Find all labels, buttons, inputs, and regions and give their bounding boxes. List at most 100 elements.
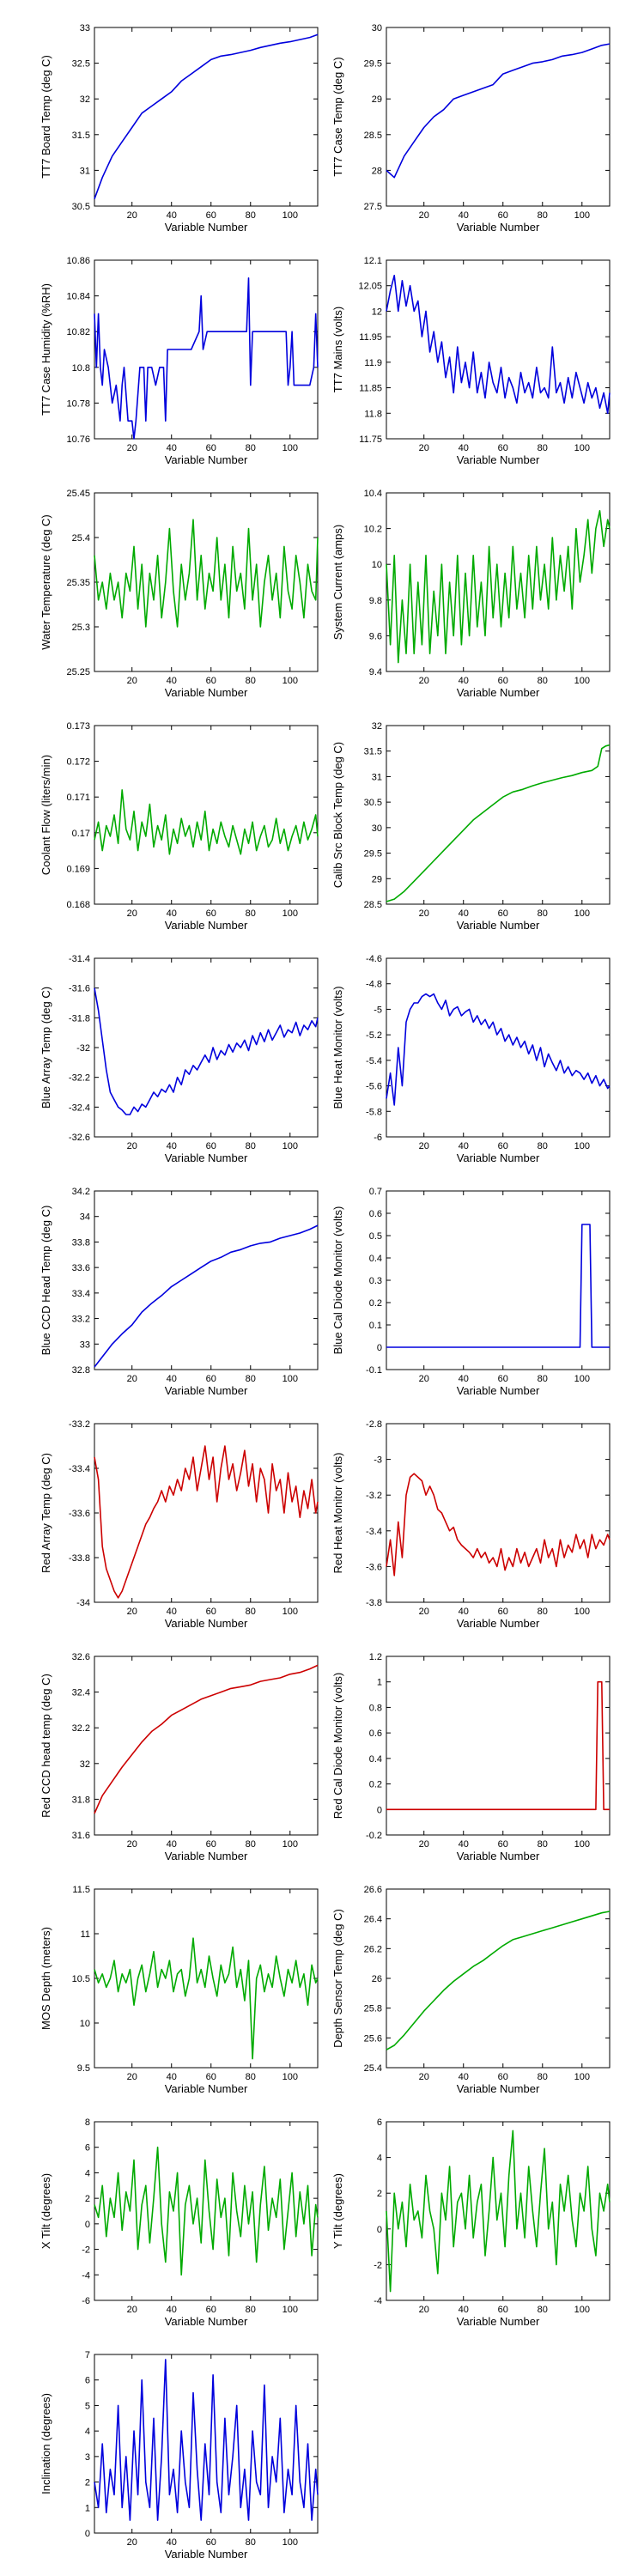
y-axis-label: Depth Sensor Temp (deg C): [331, 1909, 344, 2048]
x-tick-label: 80: [246, 2537, 256, 2548]
x-tick-label: 20: [127, 2072, 137, 2082]
y-tick-label: 11: [81, 1929, 90, 1940]
y-tick-label: -33.8: [69, 1553, 90, 1564]
y-tick-label: 25.35: [66, 578, 90, 588]
x-tick-label: 100: [574, 443, 590, 453]
x-tick-label: 40: [459, 443, 469, 453]
y-tick-label: -3.8: [366, 1598, 382, 1608]
x-tick-label: 20: [127, 908, 137, 919]
x-tick-label: 100: [283, 908, 298, 919]
series-line: [94, 33, 319, 199]
x-tick-label: 20: [127, 676, 137, 686]
series-line: [386, 2129, 611, 2293]
x-tick-label: 40: [459, 1374, 469, 1384]
x-tick-label: 40: [167, 443, 177, 453]
y-tick-label: -0.1: [366, 1365, 382, 1376]
y-axis-label: Red Array Temp (deg C): [39, 1453, 52, 1573]
y-tick-label: -0.2: [366, 1831, 382, 1841]
x-tick-label: 80: [538, 676, 548, 686]
y-tick-label: 9.4: [369, 667, 382, 677]
x-tick-label: 80: [538, 1607, 548, 1617]
y-tick-label: 26: [372, 1974, 382, 1984]
chart-panel-21: 0 1 2 3 4 5 6 7 20 40 60 80 100 Variable Number Inclin…: [39, 2350, 319, 2561]
y-tick-label: -6: [374, 1133, 382, 1143]
y-tick-label: 34.2: [72, 1187, 90, 1197]
x-tick-label: 100: [574, 1839, 590, 1850]
y-tick-label: 10.8: [72, 363, 90, 374]
x-tick-label: 60: [206, 2537, 216, 2548]
x-tick-label: 80: [246, 1141, 256, 1151]
y-tick-label: 2: [85, 2478, 90, 2488]
y-tick-label: 32: [80, 94, 90, 105]
y-tick-label: -5.4: [366, 1056, 382, 1066]
x-tick-label: 80: [538, 210, 548, 221]
x-tick-label: 20: [419, 210, 429, 221]
chart-panel-14: -3.8 -3.6 -3.4 -3.2 -3 -2.8 20 40 60 80 100 Variabl…: [331, 1419, 611, 1630]
chart-panel-7: 0.168 0.169 0.17 0.171 0.172 0.173 20 40 60 80 100…: [39, 721, 319, 932]
y-tick-label: 31: [372, 772, 382, 782]
y-tick-label: 1: [85, 2503, 90, 2513]
y-tick-label: -3.2: [366, 1491, 382, 1501]
x-tick-label: 20: [127, 443, 137, 453]
x-tick-label: 20: [419, 908, 429, 919]
x-axis-label: Variable Number: [457, 2082, 540, 2095]
y-tick-label: 33.4: [72, 1289, 90, 1299]
y-tick-label: -5.8: [366, 1107, 382, 1117]
y-tick-label: -2: [374, 2260, 382, 2270]
y-tick-label: 30: [372, 23, 382, 33]
axes-frame: [94, 1190, 319, 1370]
x-tick-label: 60: [206, 2072, 216, 2082]
series-line: [386, 993, 611, 1106]
y-tick-label: 8: [85, 2117, 90, 2128]
y-tick-label: 27.5: [364, 202, 382, 212]
x-axis-label: Variable Number: [457, 1850, 540, 1862]
y-tick-label: 32: [80, 1759, 90, 1770]
y-axis-label: MOS Depth (meters): [39, 1927, 52, 2030]
y-tick-label: 31.8: [72, 1795, 90, 1805]
y-tick-label: 10.5: [72, 1974, 90, 1984]
y-tick-label: 32.6: [72, 1652, 90, 1662]
y-tick-label: 0.6: [369, 1728, 382, 1739]
x-tick-label: 60: [498, 1141, 508, 1151]
y-tick-label: 11.85: [359, 384, 382, 394]
series-line: [94, 1937, 319, 2060]
y-tick-label: 31: [80, 166, 90, 176]
y-tick-label: 0.4: [369, 1254, 382, 1264]
x-tick-label: 40: [167, 1839, 177, 1850]
x-tick-label: 20: [127, 1374, 137, 1384]
x-tick-label: 60: [206, 676, 216, 686]
chart-panel-3: 10.76 10.78 10.8 10.82 10.84 10.86 20 40 60 80 100…: [39, 256, 319, 466]
x-tick-label: 60: [498, 210, 508, 221]
y-tick-label: 25.45: [66, 489, 90, 499]
x-axis-label: Variable Number: [457, 453, 540, 466]
y-tick-label: -32.6: [69, 1133, 90, 1143]
x-tick-label: 60: [498, 2072, 508, 2082]
y-tick-label: 12.1: [364, 256, 382, 266]
axes-frame: [386, 1190, 611, 1370]
y-axis-label: TT7 Mains (volts): [331, 307, 344, 392]
y-tick-label: -31.6: [69, 984, 90, 994]
y-axis-label: Blue CCD Head Temp (deg C): [39, 1206, 52, 1356]
chart-panel-17: 9.5 10 10.5 11 11.5 20 40 60 80 100 Variable Numbe…: [39, 1885, 319, 2095]
y-tick-label: 2: [377, 2189, 382, 2199]
y-axis-label: Blue Heat Monitor (volts): [331, 986, 344, 1109]
y-tick-label: 32.5: [72, 59, 90, 70]
x-tick-label: 100: [574, 1607, 590, 1617]
x-tick-label: 100: [283, 1607, 298, 1617]
x-tick-label: 60: [498, 443, 508, 453]
x-tick-label: 40: [459, 1141, 469, 1151]
axes-frame: [386, 957, 611, 1138]
x-axis-label: Variable Number: [457, 1151, 540, 1164]
y-tick-label: 0.7: [369, 1187, 382, 1197]
x-tick-label: 100: [283, 1374, 298, 1384]
series-line: [386, 1680, 610, 1811]
x-tick-label: 80: [246, 2072, 256, 2082]
y-tick-label: 33: [80, 1340, 90, 1350]
x-tick-label: 80: [246, 443, 256, 453]
x-tick-label: 20: [419, 2072, 429, 2082]
y-tick-label: 32.4: [72, 1688, 90, 1698]
y-tick-label: -31.4: [69, 954, 90, 964]
x-tick-label: 80: [538, 1839, 548, 1850]
x-axis-label: Variable Number: [457, 686, 540, 699]
y-tick-label: -33.2: [69, 1419, 90, 1430]
